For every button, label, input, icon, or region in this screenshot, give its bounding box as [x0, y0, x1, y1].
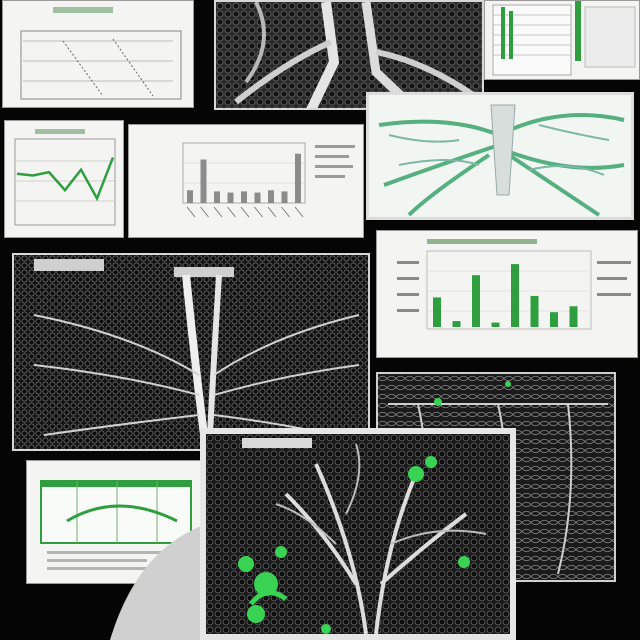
- green-table-card: [40, 480, 192, 570]
- tick-label: [267, 206, 277, 218]
- green-bar-chart: [397, 239, 631, 330]
- panel-line-sketch: [2, 0, 194, 108]
- green-tree-micrograph: [206, 434, 510, 634]
- tick-label: [254, 206, 263, 218]
- bar: [550, 312, 558, 327]
- tick-label: [213, 206, 223, 218]
- gray-curve-shape: [100, 520, 220, 640]
- panel-green-bar-chart: [376, 230, 638, 358]
- bar: [268, 190, 274, 203]
- tick-label: [227, 206, 236, 218]
- bar: [433, 297, 441, 327]
- panel-large-vein-micrograph: [12, 253, 370, 451]
- panel-small-line-chart: [4, 120, 124, 238]
- tick-label: [281, 206, 290, 218]
- bar: [295, 153, 301, 203]
- large-vein-micrograph: [14, 255, 368, 449]
- gray-curve-svg: [110, 520, 220, 640]
- sketch-chart: [20, 7, 182, 100]
- tick-label: [186, 206, 196, 218]
- bar: [254, 192, 261, 203]
- bar: [530, 295, 539, 327]
- bar: [187, 190, 193, 203]
- bar: [227, 192, 234, 203]
- bar: [472, 275, 480, 327]
- line-series: [16, 156, 115, 202]
- panel-gray-bar-chart: [128, 124, 364, 238]
- panel-green-tree-micrograph: [200, 428, 516, 640]
- bar: [569, 306, 578, 327]
- tick-label: [294, 206, 304, 218]
- bar: [491, 322, 500, 327]
- bar: [200, 159, 207, 203]
- bar: [214, 191, 220, 203]
- bar: [281, 191, 288, 203]
- green-tree-render: [369, 95, 631, 217]
- panel-green-tree-render: [366, 92, 634, 220]
- bar: [452, 321, 461, 327]
- panel-spreadsheet-green: [484, 0, 640, 80]
- tick-label: [200, 206, 209, 218]
- gray-bar-chart: [182, 142, 355, 218]
- bar: [241, 191, 247, 203]
- small-line-chart: [14, 129, 116, 226]
- spreadsheet-green: [492, 1, 636, 76]
- bar: [511, 264, 519, 327]
- tick-label: [240, 206, 250, 218]
